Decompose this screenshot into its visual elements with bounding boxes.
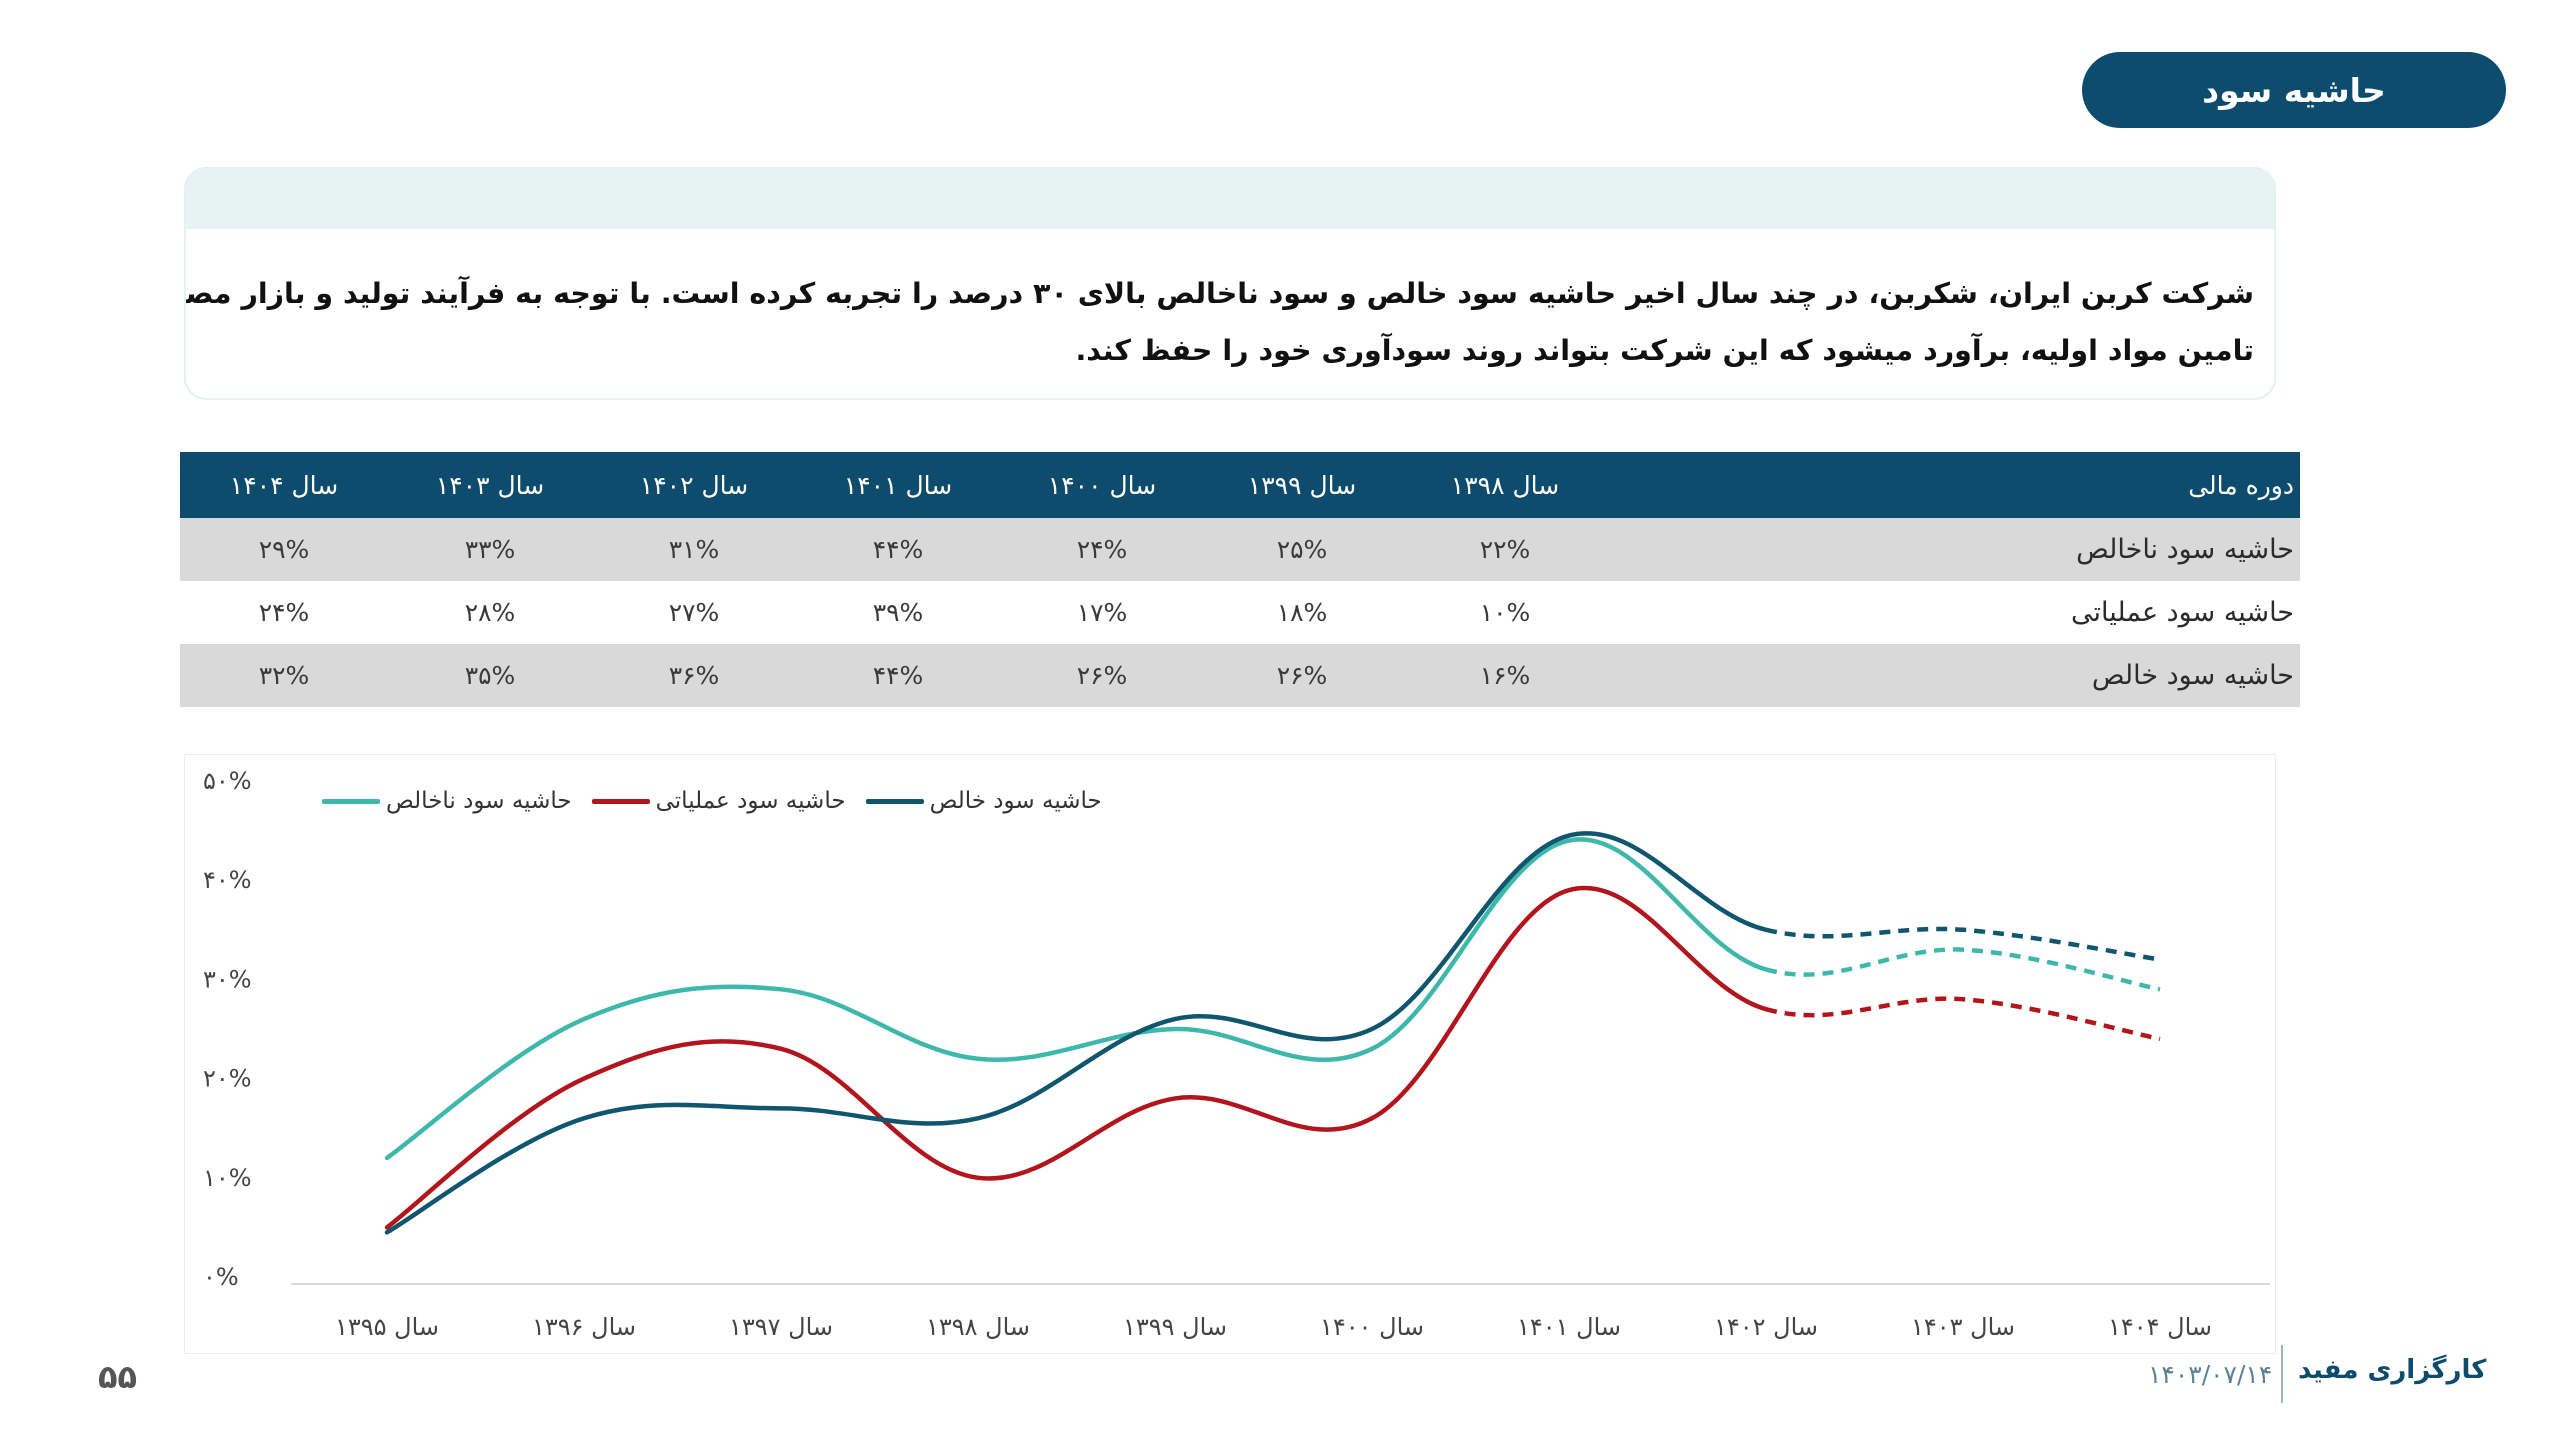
table-row: حاشیه سود خالص ۱۶% ۲۶% ۲۶% ۴۴% ۳۶% ۳۵% ۳… [180, 644, 2300, 707]
table-header-year: سال ۱۴۰۰ [1000, 452, 1204, 518]
x-tick-label: سال ۱۴۰۱ [1517, 1313, 1621, 1341]
chart-legend: حاشیه سود ناخالص حاشیه سود عملیاتی حاشیه… [322, 781, 1122, 821]
table-cell: ۳۵% [388, 644, 592, 707]
legend-label: حاشیه سود ناخالص [386, 788, 572, 814]
table-cell: ۲۶% [1000, 644, 1204, 707]
description-line-1: شرکت کربن ایران، شکربن، در چند سال اخیر … [185, 277, 2254, 310]
table-cell: ۱۶% [1400, 644, 1610, 707]
page-title: حاشیه سود [2082, 52, 2506, 128]
series-line-actual [384, 831, 1769, 1235]
x-tick-label: سال ۱۴۰۰ [1320, 1313, 1424, 1341]
table-cell: ۲۸% [464, 598, 516, 627]
table-header-year: سال ۱۳۹۹ [1204, 452, 1400, 518]
table-header-year: سال ۱۳۹۸ [1400, 452, 1610, 518]
legend-swatch [591, 798, 650, 804]
table-cell: ۱۸% [1276, 598, 1328, 627]
y-tick-label: ۱۰% [203, 1164, 252, 1192]
description-line-2: تامین مواد اولیه، برآورد میشود که این شر… [1075, 334, 2254, 367]
table-cell: ۲۷% [668, 598, 720, 627]
x-tick-label: سال ۱۴۰۲ [1714, 1313, 1818, 1341]
table-cell: ۲۴% [258, 598, 310, 627]
y-tick-label: ۳۰% [203, 965, 252, 993]
brand-name: کارگزاری مفید [2298, 1355, 2487, 1385]
x-tick-label: سال ۱۳۹۸ [926, 1313, 1030, 1341]
table-header-label: دوره مالی [1610, 452, 2300, 518]
table-cell: ۲۲% [1400, 518, 1610, 581]
legend-swatch [322, 798, 380, 804]
description-card: شرکت کربن ایران، شکربن، در چند سال اخیر … [184, 167, 2276, 400]
series-line-actual [384, 837, 1769, 1161]
table-cell: ۴۴% [796, 518, 1000, 581]
margin-line-chart: ۰% ۱۰% ۲۰% ۳۰% ۴۰% ۵۰% سال ۱۳۹۵ سال ۱۳۹۶ سال ۱۳۹… [184, 754, 2276, 1354]
table-cell: ۳۲% [180, 644, 388, 707]
y-tick-label: ۴۰% [203, 866, 252, 894]
table-cell: ۳۹% [872, 598, 924, 627]
description-text: شرکت کربن ایران، شکربن، در چند سال اخیر … [185, 265, 2254, 379]
table-cell: ۲۵% [1204, 518, 1400, 581]
page-number: ۵۵ [98, 1358, 138, 1396]
x-tick-label: سال ۱۳۹۷ [729, 1313, 833, 1341]
row-label: حاشیه سود ناخالص [1610, 518, 2300, 581]
table-cell: ۲۴% [1000, 518, 1204, 581]
table-row: حاشیه سود ناخالص ۲۲% ۲۵% ۲۴% ۴۴% ۳۱% ۳۳%… [180, 518, 2300, 581]
chart-svg: ۰% ۱۰% ۲۰% ۳۰% ۴۰% ۵۰% سال ۱۳۹۵ سال ۱۳۹۶ سال ۱۳۹… [203, 767, 2270, 1341]
table-header-row: دوره مالی سال ۱۳۹۸ سال ۱۳۹۹ سال ۱۴۰۰ سال… [180, 452, 2300, 518]
legend-item: حاشیه سود عملیاتی [591, 788, 846, 814]
table-cell: ۳۶% [592, 644, 796, 707]
x-tick-label: سال ۱۳۹۵ [335, 1313, 439, 1341]
legend-swatch [865, 798, 924, 804]
x-tick-label: سال ۱۳۹۶ [532, 1313, 636, 1341]
series-line-actual [384, 885, 1769, 1230]
footer-divider [2281, 1345, 2283, 1403]
table-header-year: سال ۱۴۰۴ [180, 452, 388, 518]
table-cell: ۳۱% [592, 518, 796, 581]
legend-item: حاشیه سود ناخالص [322, 788, 572, 814]
x-tick-label: سال ۱۴۰۴ [2108, 1313, 2212, 1341]
table-cell: ۲۹% [180, 518, 388, 581]
legend-item: حاشیه سود خالص [865, 788, 1102, 814]
legend-label: حاشیه سود عملیاتی [655, 788, 846, 814]
footer-date: ۱۴۰۳/۰۷/۱۴ [2148, 1360, 2273, 1389]
row-label: حاشیه سود خالص [1610, 644, 2300, 707]
profit-margin-table: دوره مالی سال ۱۳۹۸ سال ۱۳۹۹ سال ۱۴۰۰ سال… [180, 452, 2300, 707]
legend-label: حاشیه سود خالص [929, 788, 1102, 814]
row-label: حاشیه سود عملیاتی [2071, 597, 2294, 628]
table-cell: ۳۳% [388, 518, 592, 581]
table-header-year: سال ۱۴۰۱ [796, 452, 1000, 518]
description-card-header-band [186, 169, 2274, 229]
y-tick-label: ۰% [203, 1263, 239, 1291]
table-cell: ۴۴% [796, 644, 1000, 707]
y-tick-label: ۲۰% [203, 1065, 252, 1093]
table-header-year: سال ۱۴۰۳ [388, 452, 592, 518]
table-row: حاشیه سود عملیاتی ۱۰% ۱۸% ۱۷% ۳۹% ۲۷% ۲۸… [180, 581, 2300, 644]
y-tick-label: ۵۰% [203, 767, 252, 795]
x-tick-label: سال ۱۳۹۹ [1123, 1313, 1227, 1341]
table-header-year: سال ۱۴۰۲ [592, 452, 796, 518]
series-line-forecast [1765, 996, 2161, 1042]
series-line-forecast [1765, 926, 2161, 962]
table-cell: ۱۷% [1076, 598, 1128, 627]
x-tick-label: سال ۱۴۰۳ [1911, 1313, 2015, 1341]
series-line-forecast [1765, 947, 2161, 992]
table-cell: ۲۶% [1204, 644, 1400, 707]
table-cell: ۱۰% [1479, 598, 1531, 627]
